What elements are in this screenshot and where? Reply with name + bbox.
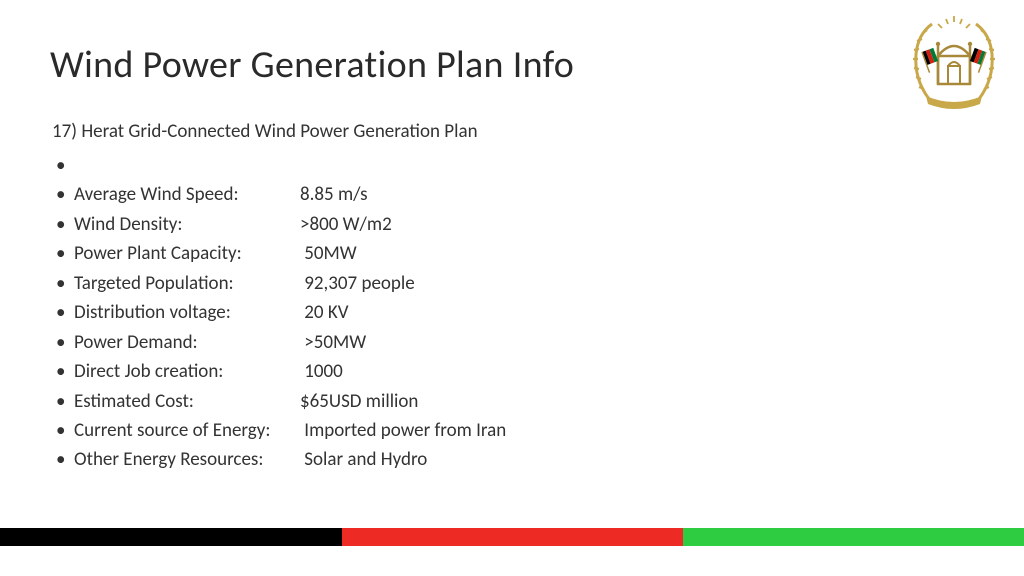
spec-label: Average Wind Speed: — [74, 180, 300, 209]
slide: Wind Power Generation Plan Info 17) Hera… — [0, 0, 1024, 576]
list-item: Current source of Energy: Imported power… — [52, 416, 974, 445]
spec-label: Targeted Population: — [74, 269, 300, 298]
list-item: Power Plant Capacity: 50MW — [52, 239, 974, 268]
list-item: Direct Job creation: 1000 — [52, 357, 974, 386]
spec-value: 92,307 people — [300, 272, 415, 295]
list-item: Other Energy Resources: Solar and Hydro — [52, 445, 974, 474]
spec-value: 8.85 m/s — [300, 183, 368, 206]
footer-flag-bar — [0, 528, 1024, 546]
footer-segment-green — [683, 528, 1024, 546]
spec-list: Average Wind Speed:8.85 m/s Wind Density… — [50, 151, 974, 475]
list-item: Estimated Cost:$65USD million — [52, 387, 974, 416]
plan-subtitle: 17) Herat Grid-Connected Wind Power Gene… — [50, 120, 974, 143]
list-item: Wind Density:>800 W/m2 — [52, 210, 974, 239]
spec-label: Current source of Energy: — [74, 416, 300, 445]
list-item: Targeted Population: 92,307 people — [52, 269, 974, 298]
spec-label: Distribution voltage: — [74, 298, 300, 327]
spec-label: Estimated Cost: — [74, 387, 300, 416]
afghanistan-emblem — [904, 14, 1004, 114]
spec-value: 50MW — [300, 242, 357, 265]
spec-value: Imported power from Iran — [300, 419, 506, 442]
spec-value: >800 W/m2 — [300, 213, 392, 236]
spec-value: >50MW — [300, 331, 366, 354]
page-title: Wind Power Generation Plan Info — [50, 42, 974, 88]
spec-label: Direct Job creation: — [74, 357, 300, 386]
list-item: Distribution voltage: 20 KV — [52, 298, 974, 327]
spec-value: $65USD million — [300, 390, 418, 413]
spec-label: Wind Density: — [74, 210, 300, 239]
footer-segment-black — [0, 528, 342, 546]
list-item: Average Wind Speed:8.85 m/s — [52, 180, 974, 209]
spec-label: Power Plant Capacity: — [74, 239, 300, 268]
spec-label: Other Energy Resources: — [74, 445, 300, 474]
list-item — [52, 151, 974, 180]
footer-segment-red — [342, 528, 683, 546]
spec-value: 20 KV — [300, 301, 349, 324]
spec-value: Solar and Hydro — [300, 448, 427, 471]
spec-label: Power Demand: — [74, 328, 300, 357]
list-item: Power Demand: >50MW — [52, 328, 974, 357]
spec-value: 1000 — [300, 360, 343, 383]
